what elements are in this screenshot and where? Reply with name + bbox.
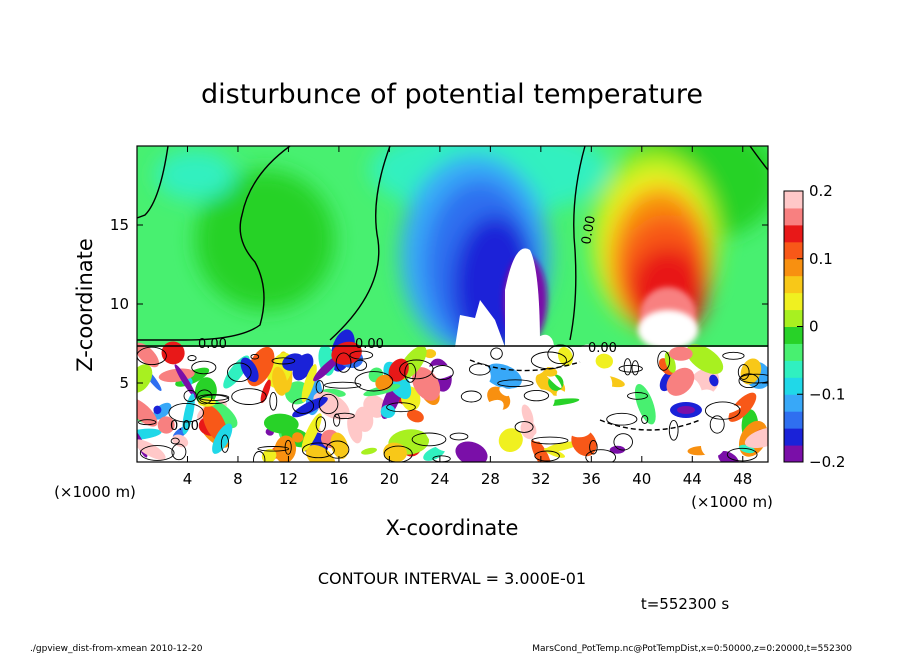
colorbar-tick-label: 0.2 [809, 182, 833, 200]
boundary-layer [137, 329, 768, 462]
colorbar-swatch [784, 207, 803, 226]
colorbar-swatch [784, 258, 803, 277]
contour-label: 0.00 [579, 215, 599, 246]
colorbar-tick-label: 0 [809, 318, 819, 336]
colorbar-swatch [784, 394, 803, 412]
contours [137, 146, 768, 431]
colorbar: 0.2 0.1 0 −0.1 −0.2 [783, 182, 845, 471]
colorbar-swatch [784, 445, 803, 463]
x-tick-label: 32 [531, 470, 550, 488]
x-tick-label: 36 [582, 470, 601, 488]
colorbar-swatch [784, 241, 803, 260]
chart-title: disturbunce of potential temperature [201, 79, 703, 110]
x-tick-label: 48 [733, 470, 752, 488]
x-axis-unit: (×1000 m) [691, 493, 773, 511]
colorbar-swatches [784, 191, 803, 463]
colorbar-tick-label: 0.1 [809, 250, 833, 268]
x-tick-label: 24 [430, 470, 449, 488]
y-axis-ticks: 5 10 15 [110, 216, 768, 392]
x-tick-label: 16 [329, 470, 348, 488]
colorbar-swatch [784, 411, 803, 429]
colorbar-swatch [784, 360, 803, 378]
colorbar-swatch [784, 224, 803, 243]
footer-left: ./gpview_dist-from-xmean 2010-12-20 [30, 644, 203, 654]
time-stamp: t=552300 s [641, 595, 729, 613]
x-tick-label: 20 [380, 470, 399, 488]
contour-interval: CONTOUR INTERVAL = 3.000E-01 [318, 569, 586, 588]
y-tick-label: 10 [110, 295, 129, 313]
colorbar-swatch [784, 428, 803, 446]
contour-labels: 0.00 0.00 0.00 0.00 0.00 [170, 215, 617, 434]
x-tick-label: 12 [279, 470, 298, 488]
colorbar-swatch [784, 377, 803, 395]
colorbar-swatch [784, 292, 803, 311]
y-tick-label: 5 [119, 374, 129, 392]
y-axis-label: Z-coordinate [73, 238, 97, 372]
field-shading [137, 146, 768, 462]
colorbar-swatch [784, 191, 803, 209]
colorbar-swatch [784, 343, 803, 361]
x-axis-label: X-coordinate [386, 516, 519, 540]
colorbar-ticks: 0.2 0.1 0 −0.1 −0.2 [797, 182, 845, 471]
contour-label: 0.00 [588, 341, 617, 356]
footer-right: MarsCond_PotTemp.nc@PotTempDist,x=0:5000… [532, 644, 852, 654]
x-tick-label: 28 [481, 470, 500, 488]
colorbar-swatch [784, 326, 803, 344]
y-tick-label: 15 [110, 216, 129, 234]
x-tick-label: 44 [683, 470, 702, 488]
colorbar-tick-label: −0.1 [809, 385, 845, 403]
x-tick-label: 4 [183, 470, 193, 488]
colorbar-swatch [784, 275, 803, 294]
contour-label: 0.00 [355, 337, 384, 352]
x-tick-label: 40 [632, 470, 651, 488]
contour-label: 0.00 [198, 337, 227, 352]
colorbar-swatch [784, 309, 803, 327]
colorbar-tick-label: −0.2 [809, 453, 845, 471]
x-tick-label: 8 [233, 470, 243, 488]
plot-area: 0.00 0.00 0.00 0.00 0.00 4 8 12 16 20 24 28 32 3… [54, 145, 773, 540]
contour-label: 0.00 [170, 419, 199, 434]
x-axis-ticks: 4 8 12 16 20 24 28 32 36 40 44 48 [183, 146, 752, 488]
y-axis-unit: (×1000 m) [54, 483, 136, 501]
